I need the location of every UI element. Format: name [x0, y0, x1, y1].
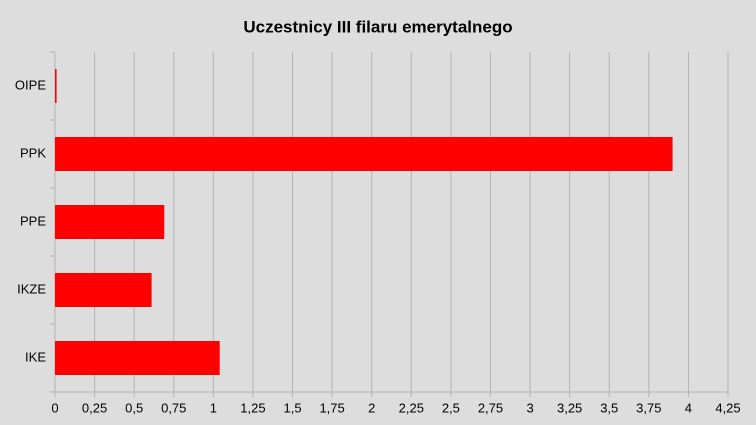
x-tick-label: 0	[51, 400, 58, 415]
bar	[55, 137, 673, 171]
y-tick-label: IKZE	[17, 281, 46, 296]
x-tick-label: 0,75	[161, 400, 186, 415]
bar	[55, 341, 220, 375]
y-tick-label: PPE	[20, 213, 46, 228]
x-tick-label: 4,25	[715, 400, 740, 415]
y-tick-label: IKE	[25, 349, 46, 364]
y-tick-label: PPK	[20, 145, 46, 160]
x-tick-label: 3,75	[636, 400, 661, 415]
x-tick-label: 3,25	[557, 400, 582, 415]
x-tick-label: 1	[210, 400, 217, 415]
x-tick-label: 1,5	[283, 400, 301, 415]
chart-title: Uczestnicy III filaru emerytalnego	[243, 17, 512, 36]
x-tick-label: 3,5	[600, 400, 618, 415]
x-tick-label: 2,75	[478, 400, 503, 415]
x-tick-label: 0,5	[125, 400, 143, 415]
x-tick-label: 2	[368, 400, 375, 415]
x-tick-label: 1,75	[319, 400, 344, 415]
x-tick-label: 0,25	[82, 400, 107, 415]
bar	[55, 205, 165, 239]
x-tick-label: 2,25	[399, 400, 424, 415]
x-tick-label: 3	[526, 400, 533, 415]
x-tick-label: 4	[685, 400, 692, 415]
x-tick-label: 1,25	[240, 400, 265, 415]
y-tick-label: OIPE	[15, 77, 46, 92]
x-tick-label: 2,5	[442, 400, 460, 415]
bar	[55, 273, 152, 307]
bar	[55, 69, 57, 103]
